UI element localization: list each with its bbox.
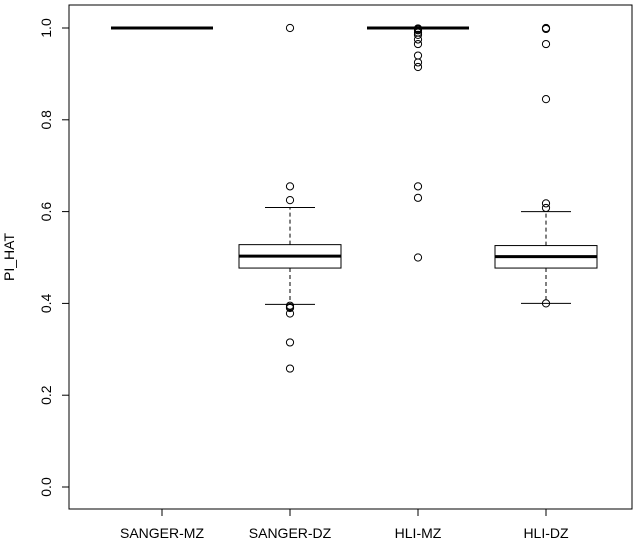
outlier-point [541, 299, 551, 308]
y-axis: 0.0 0.2 0.4 0.6 0.8 1.0 [38, 18, 69, 497]
outlier-point [285, 23, 295, 33]
y-tick-label: 1.0 [38, 18, 54, 38]
outlier-point [541, 199, 551, 208]
outlier-point [541, 203, 551, 213]
outlier-point [541, 95, 551, 104]
outlier-point [413, 51, 423, 60]
y-tick-label: 0.2 [38, 385, 54, 405]
plot-frame [68, 4, 633, 510]
x-tick-label: HLI-DZ [523, 525, 569, 541]
outlier-point [413, 62, 423, 72]
outlier-point [413, 193, 423, 202]
outlier-point [413, 26, 423, 35]
outlier-point [413, 182, 423, 191]
box-group [494, 23, 598, 308]
y-tick-label: 0.0 [38, 477, 54, 497]
y-tick-label: 0.6 [38, 202, 54, 222]
box-group [367, 24, 469, 262]
outlier-point [413, 35, 423, 44]
outlier-point [285, 196, 295, 205]
outlier-point [285, 338, 295, 347]
outlier-point [285, 364, 295, 373]
outlier-point [285, 309, 295, 318]
outlier-point [285, 303, 295, 313]
box-series [111, 23, 598, 373]
outlier-point [413, 253, 423, 262]
outlier-point [541, 24, 551, 34]
outlier-point [413, 58, 423, 67]
x-tick-label: SANGER-MZ [120, 525, 204, 541]
y-tick-label: 0.8 [38, 110, 54, 130]
y-tick-label: 0.4 [38, 293, 54, 313]
x-axis: SANGER-MZ SANGER-DZ HLI-MZ HLI-DZ [120, 509, 569, 541]
x-tick-label: SANGER-DZ [249, 525, 332, 541]
box-group [238, 23, 342, 373]
x-tick-label: HLI-MZ [395, 525, 442, 541]
outlier-point [413, 39, 423, 49]
outlier-point [285, 182, 295, 191]
outlier-point [541, 39, 551, 49]
y-axis-label: PI_HAT [1, 233, 17, 281]
outlier-point [413, 30, 423, 39]
